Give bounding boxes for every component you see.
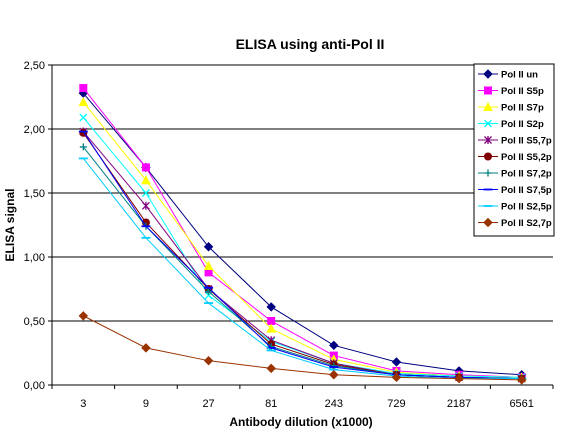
data-point	[266, 323, 277, 333]
data-point	[516, 375, 527, 385]
x-tick-label: 81	[265, 398, 277, 410]
x-tick-label: 9	[143, 398, 149, 410]
series-line	[82, 92, 522, 376]
x-tick-label: 27	[202, 398, 214, 410]
data-point	[78, 311, 89, 321]
legend-entry-label: Pol II S7,5p	[501, 185, 552, 196]
legend-entry-label: Pol II S2p	[501, 119, 544, 130]
y-tick-label: 1,00	[24, 252, 45, 264]
series-line	[82, 131, 522, 380]
data-point	[203, 355, 214, 366]
data-point	[267, 317, 276, 325]
data-point	[330, 362, 338, 370]
data-point	[203, 260, 214, 270]
legend-swatch-marker	[484, 136, 492, 144]
data-point	[454, 373, 464, 384]
legend-swatch-marker	[483, 69, 493, 79]
data-point	[141, 175, 151, 185]
y-tick-label: 0,00	[24, 380, 45, 392]
x-axis-label: Antibody dilution (x1000)	[229, 415, 372, 429]
data-point	[141, 343, 151, 353]
data-point	[78, 97, 89, 107]
data-point	[329, 370, 339, 380]
legend-entry-label: Pol II un	[501, 70, 538, 81]
legend-swatch-marker	[484, 169, 492, 177]
series-line	[83, 315, 522, 381]
legend-entry-label: Pol II S2,5p	[501, 202, 552, 213]
y-tick-label: 1,50	[24, 188, 45, 200]
data-point	[266, 363, 276, 374]
legend-swatch-marker	[483, 101, 493, 111]
legend-entry-label: Pol II S5,7p	[501, 136, 552, 147]
legend-entry-label: Pol II S2,7p	[501, 218, 552, 229]
data-point	[391, 357, 402, 367]
x-tick-label: 6561	[509, 398, 533, 410]
legend-entry-label: Pol II S7p	[501, 103, 544, 114]
data-point	[205, 288, 213, 296]
legend-swatch-marker	[484, 152, 492, 161]
chart-title: ELISA using anti-Pol II	[236, 36, 385, 52]
y-axis-label: ELISA signal	[3, 189, 17, 262]
legend-entry-label: Pol II S5,2p	[501, 152, 552, 163]
data-point	[79, 113, 88, 122]
x-tick-label: 243	[325, 398, 343, 410]
legend-swatch-marker	[484, 86, 492, 95]
data-point	[79, 84, 88, 93]
plot-area: 0,00 0,50 1,00 1,50 2,00 2,50 3 9 27 81 243 729 2187…	[24, 60, 554, 410]
series-line	[82, 117, 522, 378]
x-tick-label: 729	[387, 398, 405, 410]
data-point	[329, 340, 339, 351]
series-line	[82, 87, 522, 378]
legend-swatch-marker	[484, 119, 492, 128]
data-point	[203, 242, 214, 252]
y-tick-label: 2,00	[24, 124, 45, 136]
legend-swatch-marker	[483, 217, 493, 228]
legend-entry-label: Pol II S5p	[501, 86, 544, 97]
data-point	[141, 201, 150, 210]
data-point	[391, 372, 402, 383]
data-point	[267, 343, 275, 351]
y-tick-label: 0,50	[24, 316, 45, 328]
legend: Pol II un Pol II S5p Pol II S7p Pol II S2p P…	[473, 63, 555, 237]
y-tick-label: 2,50	[24, 60, 45, 72]
data-point	[141, 189, 150, 197]
x-tick-label: 3	[80, 398, 86, 410]
x-tick-label: 2187	[447, 398, 471, 410]
data-point	[141, 163, 150, 172]
legend-entry-label: Pol II S7,2p	[501, 169, 552, 180]
data-point	[266, 302, 276, 312]
data-point	[79, 143, 87, 151]
